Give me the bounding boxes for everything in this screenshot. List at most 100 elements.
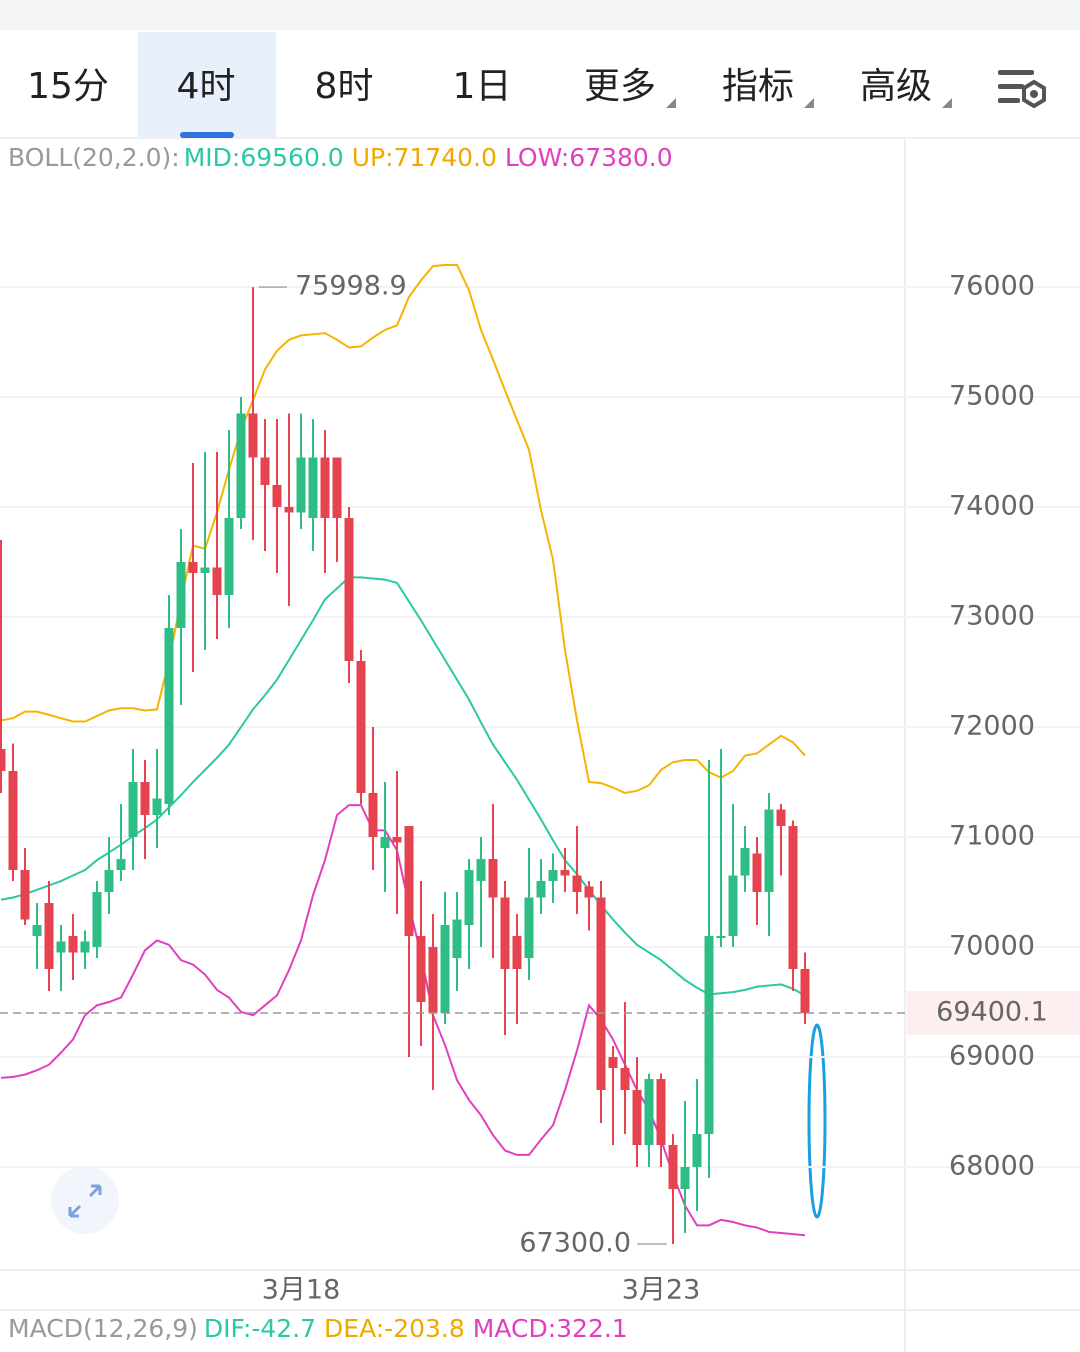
candle-body — [668, 1145, 678, 1190]
boll-mid: MID:69560.0 — [184, 143, 344, 172]
candle-body — [740, 848, 750, 876]
candle-body — [392, 837, 402, 843]
tab-label: 更多 — [584, 66, 656, 107]
candle-body — [704, 936, 714, 1135]
tab-separator — [0, 137, 1080, 139]
candle-body — [596, 897, 606, 1091]
last-price-box — [907, 991, 1080, 1036]
icon-bar — [998, 70, 1034, 75]
tab-label: 4时 — [177, 66, 236, 107]
candle-body — [548, 870, 558, 882]
candle-body — [128, 782, 138, 838]
tab-label: 8时 — [315, 66, 374, 107]
candle-body — [20, 870, 30, 920]
candle-body — [68, 936, 78, 953]
candle-body — [764, 809, 774, 893]
y-tick-label: 73000 — [949, 600, 1035, 631]
tab-label: 1日 — [453, 66, 512, 107]
candle-body — [800, 969, 810, 1014]
tab[interactable]: 1日 — [453, 66, 512, 107]
candle-body — [452, 919, 462, 959]
macd-legend: MACD(12,26,9) DIF:-42.7 DEA:-203.8 MACD:322… — [8, 1314, 628, 1343]
candle-body — [560, 870, 570, 876]
tab[interactable]: 8时 — [315, 66, 374, 107]
last-price-label: 69400.1 — [936, 997, 1048, 1028]
candle-body — [428, 947, 438, 1014]
candle-body — [752, 853, 762, 893]
status-strip — [0, 0, 1080, 30]
candle-body — [440, 925, 450, 1014]
tab[interactable]: 更多 — [584, 66, 676, 108]
settings-icon[interactable] — [998, 70, 1046, 109]
boll-up: UP:71740.0 — [352, 143, 497, 172]
candle-body — [344, 517, 354, 661]
icon-gear-hub — [1030, 90, 1038, 98]
candle-body — [236, 413, 246, 518]
y-tick-label: 68000 — [949, 1151, 1035, 1182]
candle-body — [776, 809, 786, 827]
y-tick-label: 74000 — [949, 490, 1035, 521]
candle-body — [92, 892, 102, 948]
y-tick-label: 76000 — [949, 270, 1035, 301]
macd-dif: DIF:-42.7 — [204, 1314, 316, 1343]
candle-body — [32, 925, 42, 937]
expand-icon — [68, 1184, 102, 1218]
boll-line — [0, 576, 806, 997]
candle-body — [788, 826, 798, 970]
min-label: 67300.0 — [519, 1228, 631, 1259]
candle-body — [116, 859, 126, 871]
icon-bar — [998, 98, 1020, 103]
candle-body — [8, 771, 18, 871]
icon-gear — [1022, 79, 1046, 109]
boll-legend: BOLL(20,2.0): MID:69560.0 UP:71740.0 LOW:67… — [8, 143, 673, 172]
tab[interactable]: 15分 — [27, 66, 109, 107]
x-tick-label: 3月18 — [262, 1275, 341, 1306]
macd-value: MACD:322.1 — [473, 1314, 628, 1343]
expand-bg — [51, 1166, 119, 1234]
candle-body — [140, 782, 150, 816]
y-tick-label: 70000 — [949, 931, 1035, 962]
tab-label: 指标 — [722, 66, 794, 107]
boll-low: LOW:67380.0 — [505, 143, 673, 172]
candle-body — [572, 875, 582, 893]
candle-body — [320, 457, 330, 518]
plot-area — [0, 263, 1080, 1245]
candle-body — [620, 1068, 630, 1091]
candle-body — [368, 793, 378, 838]
boll-line — [0, 263, 806, 795]
tab[interactable]: 4时 — [138, 32, 276, 138]
tab[interactable]: 高级 — [860, 66, 952, 108]
candle-body — [656, 1079, 666, 1146]
candle-body — [416, 936, 426, 1003]
boll-label: BOLL(20,2.0): — [8, 143, 180, 172]
candle-body — [536, 881, 546, 898]
tab-label: 高级 — [860, 66, 932, 107]
candle-body — [308, 457, 318, 518]
candle-body — [248, 413, 258, 458]
candle-body — [152, 798, 162, 816]
candle-body — [476, 859, 486, 882]
candle-body — [188, 561, 198, 573]
candle-body — [332, 457, 342, 518]
candle-body — [224, 517, 234, 595]
candle-body — [0, 749, 6, 772]
candle-body — [380, 837, 390, 849]
candle-body — [680, 1167, 690, 1190]
candle-body — [272, 484, 282, 507]
tab-dropdown-arrow — [804, 98, 814, 108]
candle-body — [644, 1079, 654, 1146]
candle-body — [104, 870, 114, 893]
candle-body — [512, 936, 522, 970]
tab[interactable]: 指标 — [722, 66, 814, 108]
candle-body — [260, 457, 270, 485]
icon-bar — [998, 84, 1024, 89]
candle-body — [608, 1057, 618, 1069]
candle-body — [524, 897, 534, 959]
candle-body — [164, 627, 174, 805]
expand-button[interactable] — [51, 1166, 119, 1234]
tab-label: 15分 — [27, 66, 109, 107]
candle-body — [692, 1134, 702, 1168]
y-tick-label: 72000 — [949, 711, 1035, 742]
y-tick-label: 75000 — [949, 380, 1035, 411]
